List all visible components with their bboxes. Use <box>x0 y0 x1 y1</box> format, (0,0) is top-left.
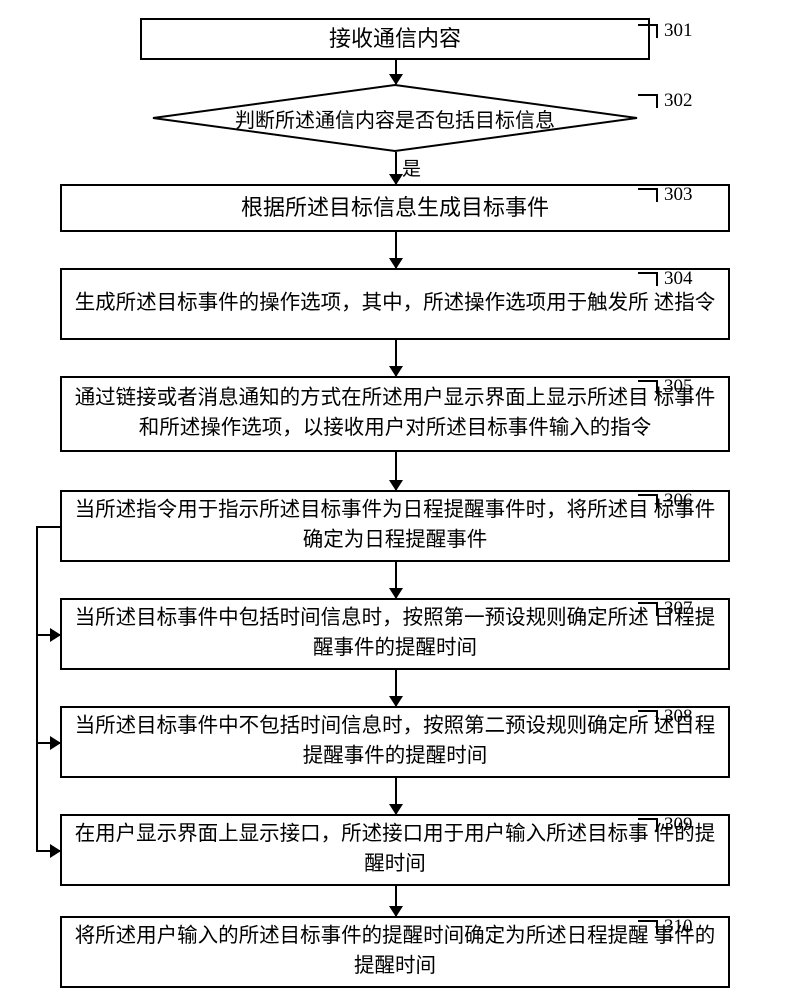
edge-n309-n310 <box>395 886 397 916</box>
ref-leader <box>638 494 656 496</box>
ref-number-307: 307 <box>664 598 693 620</box>
ref-tick <box>656 380 658 394</box>
process-box-306: 当所述指令用于指示所述目标事件为日程提醒事件时，将所述目 标事件确定为日程提醒事… <box>60 490 730 562</box>
edge-n301-n302 <box>395 60 397 84</box>
process-text: 当所述目标事件中不包括时间信息时，按照第二预设规则确定所 述日程提醒事件的提醒时… <box>70 712 720 771</box>
process-box-301: 接收通信内容 <box>140 18 650 60</box>
ref-tick <box>656 94 658 108</box>
ref-tick <box>656 602 658 616</box>
process-box-305: 通过链接或者消息通知的方式在所述用户显示界面上显示所述目 标事件和所述操作选项，… <box>60 376 730 452</box>
ref-leader <box>638 920 656 922</box>
ref-leader <box>638 710 656 712</box>
process-text: 在用户显示界面上显示接口，所述接口用于用户输入所述目标事 件的提醒时间 <box>70 820 720 879</box>
branch-arrow <box>36 634 60 636</box>
ref-leader <box>638 94 656 96</box>
ref-number-303: 303 <box>664 184 693 206</box>
process-text: 当所述指令用于指示所述目标事件为日程提醒事件时，将所述目 标事件确定为日程提醒事… <box>70 496 720 555</box>
process-box-310: 将所述用户输入的所述目标事件的提醒时间确定为所述日程提醒 事件的提醒时间 <box>60 916 730 988</box>
process-text: 接收通信内容 <box>329 23 461 55</box>
ref-leader <box>638 818 656 820</box>
ref-leader <box>638 24 656 26</box>
process-text: 将所述用户输入的所述目标事件的提醒时间确定为所述日程提醒 事件的提醒时间 <box>70 922 720 981</box>
branch-arrow <box>36 742 60 744</box>
ref-tick <box>656 710 658 724</box>
process-text: 当所述目标事件中包括时间信息时，按照第一预设规则确定所述 日程提醒事件的提醒时间 <box>70 604 720 663</box>
ref-number-305: 305 <box>664 376 693 398</box>
ref-tick <box>656 188 658 202</box>
ref-number-310: 310 <box>664 916 693 938</box>
ref-number-304: 304 <box>664 268 693 290</box>
decision-box-302: 判断所述通信内容是否包括目标信息 <box>152 84 638 152</box>
edge-n307-n308 <box>395 670 397 706</box>
edge-n304-n305 <box>395 340 397 376</box>
process-text: 根据所述目标信息生成目标事件 <box>241 192 549 224</box>
process-box-303: 根据所述目标信息生成目标事件 <box>60 184 730 232</box>
process-box-304: 生成所述目标事件的操作选项，其中，所述操作选项用于触发所 述指令 <box>60 268 730 340</box>
process-text: 通过链接或者消息通知的方式在所述用户显示界面上显示所述目 标事件和所述操作选项，… <box>70 384 720 443</box>
ref-tick <box>656 24 658 38</box>
process-box-309: 在用户显示界面上显示接口，所述接口用于用户输入所述目标事 件的提醒时间 <box>60 814 730 886</box>
edge-n306-n307 <box>395 562 397 598</box>
edge-n302-n303 <box>395 152 397 184</box>
ref-tick <box>656 272 658 286</box>
branch-arrow <box>36 850 60 852</box>
process-box-308: 当所述目标事件中不包括时间信息时，按照第二预设规则确定所 述日程提醒事件的提醒时… <box>60 706 730 778</box>
ref-number-309: 309 <box>664 814 693 836</box>
ref-number-301: 301 <box>664 20 693 42</box>
ref-number-306: 306 <box>664 490 693 512</box>
ref-leader <box>638 380 656 382</box>
ref-tick <box>656 920 658 934</box>
edge-n303-n304 <box>395 232 397 268</box>
ref-number-308: 308 <box>664 706 693 728</box>
ref-tick <box>656 818 658 832</box>
edge-label: 是 <box>402 154 421 181</box>
ref-tick <box>656 494 658 508</box>
ref-leader <box>638 272 656 274</box>
process-text: 生成所述目标事件的操作选项，其中，所述操作选项用于触发所 述指令 <box>75 289 716 319</box>
ref-leader <box>638 602 656 604</box>
edge-n308-n309 <box>395 778 397 814</box>
decision-text: 判断所述通信内容是否包括目标信息 <box>235 104 555 133</box>
process-box-307: 当所述目标事件中包括时间信息时，按照第一预设规则确定所述 日程提醒事件的提醒时间 <box>60 598 730 670</box>
ref-leader <box>638 188 656 190</box>
ref-number-302: 302 <box>664 90 693 112</box>
edge-n305-n306 <box>395 452 397 490</box>
